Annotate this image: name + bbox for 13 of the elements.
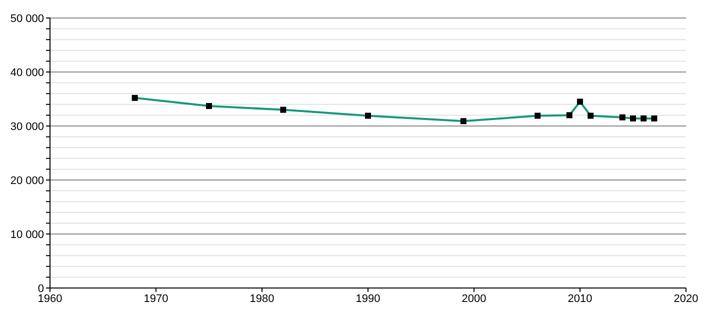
y-tick-label: 10 000 [10, 228, 44, 241]
y-tick-label: 30 000 [10, 120, 44, 133]
x-tick-label: 2000 [462, 292, 486, 305]
x-tick-label: 1990 [356, 292, 380, 305]
y-tick-label: 20 000 [10, 174, 44, 187]
x-tick-label: 1960 [38, 292, 62, 305]
x-tick-label: 1970 [144, 292, 168, 305]
y-tick-label: 40 000 [10, 66, 44, 79]
x-tick-label: 2020 [674, 292, 698, 305]
y-tick-label: 50 000 [10, 12, 44, 25]
x-tick-label: 2010 [568, 292, 592, 305]
y-tick-label: 0 [38, 282, 44, 295]
x-tick-label: 1980 [250, 292, 274, 305]
